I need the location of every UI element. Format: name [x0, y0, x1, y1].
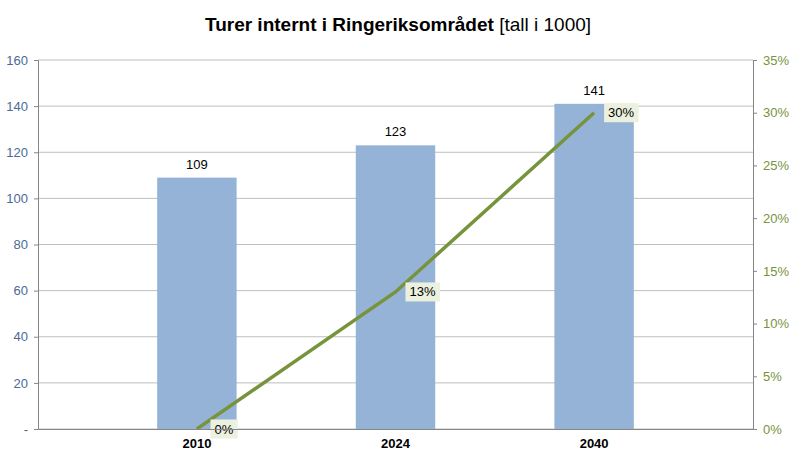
line [197, 113, 594, 429]
bar [554, 104, 633, 429]
tick: 20% [753, 211, 789, 226]
tick-label: 140 [6, 99, 28, 114]
tick-mark [753, 429, 757, 430]
title: Turer internt i Ringeriksområdet [tall i… [205, 14, 591, 35]
subtitle: [tall i 1000] [494, 14, 591, 35]
tick-label: 5% [763, 369, 782, 384]
tick-mark [34, 429, 38, 430]
tick-label: 30% [763, 105, 789, 120]
tick: 2024 [381, 429, 411, 451]
data-label-box: 30% [604, 103, 638, 122]
tick-label: 35% [763, 53, 789, 68]
x-axis: 2010 2024 2040 [39, 429, 754, 451]
tick-mark [753, 60, 757, 61]
tick-mark [34, 291, 38, 292]
grid-line [38, 60, 753, 61]
data-labels: 1091231410%13%30% [186, 83, 639, 439]
tick: 100 [6, 191, 38, 206]
data-label: 123 [385, 124, 407, 139]
grid [38, 60, 753, 429]
tick: 25% [753, 158, 789, 173]
tick-mark [34, 152, 38, 153]
tick-mark [34, 198, 38, 199]
tick-mark [34, 245, 38, 246]
tick-label: 20% [763, 211, 789, 226]
plot: 1091231410%13%30%-204060801001201401600%… [6, 53, 789, 452]
tick-mark [34, 337, 38, 338]
tick-label: 15% [763, 264, 789, 279]
data-label-background [604, 103, 638, 122]
tick-label: 0% [763, 422, 782, 437]
tick-mark [34, 106, 38, 107]
tick-label: 2040 [580, 436, 609, 451]
axis-line [754, 61, 758, 430]
tick-label: 120 [6, 145, 28, 160]
tick-mark [753, 113, 757, 114]
chart: Turer internt i Ringeriksområdet [tall i… [0, 0, 796, 463]
grid-line [38, 106, 753, 107]
tick: 30% [753, 105, 789, 120]
tick-mark [753, 324, 757, 325]
tick: 0% [753, 422, 782, 437]
tick: 15% [753, 264, 789, 279]
tick-label: 160 [6, 53, 28, 68]
tick: 2010 [182, 429, 211, 451]
data-label: 13% [409, 284, 435, 299]
tick-label: 2010 [182, 436, 211, 451]
tick: 60 [14, 283, 38, 298]
tick: 40 [14, 329, 38, 344]
tick-mark [753, 376, 757, 377]
y2-axis: 0% 5% 10% 15% 20% 25% 30% 35% [753, 53, 789, 437]
tick-label: - [24, 422, 28, 437]
tick-label: 40 [14, 329, 28, 344]
tick: - [24, 422, 38, 437]
data-label: 30% [608, 105, 634, 120]
tick-mark [34, 383, 38, 384]
tick: 20 [14, 376, 38, 391]
tick: 35% [753, 53, 789, 68]
tick: 2040 [580, 429, 609, 451]
tick: 80 [14, 237, 38, 252]
data-label: 141 [583, 83, 605, 98]
tick-label: 2024 [381, 436, 411, 451]
title-text: Turer internt i Ringeriksområdet [205, 14, 495, 35]
tick-mark [34, 60, 38, 61]
tick-label: 10% [763, 316, 789, 331]
tick-mark [753, 218, 757, 219]
tick: 160 [6, 53, 38, 68]
data-label-box: 13% [405, 282, 439, 301]
tick-label: 60 [14, 283, 28, 298]
tick: 5% [753, 369, 782, 384]
axis-line [34, 61, 39, 430]
axis-line [39, 429, 754, 430]
tick-mark [753, 165, 757, 166]
data-label-background [405, 282, 439, 301]
tick: 10% [753, 316, 789, 331]
tick-label: 20 [14, 376, 28, 391]
data-label: 109 [186, 157, 208, 172]
tick: 120 [6, 145, 38, 160]
bar [356, 145, 435, 429]
tick-label: 80 [14, 237, 28, 252]
tick-label: 100 [6, 191, 28, 206]
y-axis: - 20 40 60 80 100 120 140 160 [6, 53, 38, 437]
tick: 140 [6, 99, 38, 114]
bar [157, 178, 236, 429]
tick-mark [753, 271, 757, 272]
marks [157, 104, 634, 429]
tick-label: 25% [763, 158, 789, 173]
